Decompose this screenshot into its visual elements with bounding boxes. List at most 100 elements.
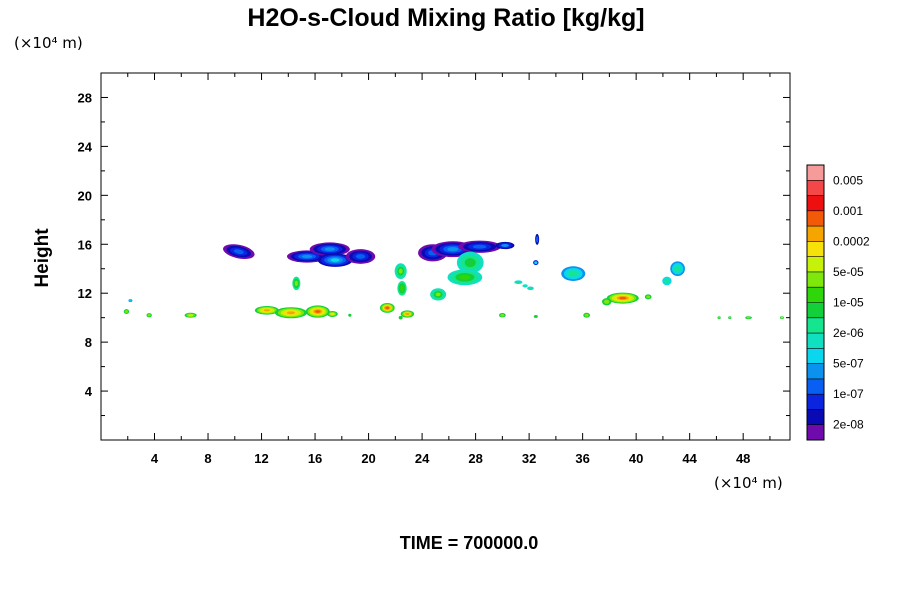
cell-32-6 <box>533 260 539 266</box>
cell-43-layer <box>675 266 680 272</box>
colorbar-swatch <box>807 317 824 334</box>
x-tick-label: 36 <box>575 451 589 466</box>
x-tick-label: 20 <box>361 451 375 466</box>
x-tick-label: 40 <box>629 451 643 466</box>
dot-31a <box>514 280 523 285</box>
colorbar-swatch <box>807 226 824 242</box>
cell-35-layer <box>569 271 578 276</box>
y-tick-label: 12 <box>78 286 92 301</box>
cloud-19-layer <box>355 254 366 259</box>
drop-3 <box>146 313 152 318</box>
cell-32-7-layer <box>535 236 539 243</box>
colorbar-swatch <box>807 195 824 212</box>
x-axis-unit: (×10⁴ m) <box>714 474 783 492</box>
time-label: TIME = 700000.0 <box>400 533 539 553</box>
y-tick-label: 16 <box>78 237 92 252</box>
drop-48 <box>745 316 752 320</box>
cell-22-base-layer <box>400 285 404 292</box>
y-tick-label: 8 <box>85 335 92 350</box>
cloud-10-layer <box>233 249 244 254</box>
drop-6-layer <box>188 314 194 317</box>
cell-22-top <box>394 263 407 280</box>
drop-2a-layer <box>124 310 128 313</box>
colorbar-swatch <box>807 287 824 303</box>
drop-46a-layer <box>718 316 721 319</box>
column-28-top-layer <box>464 258 476 268</box>
lower-41 <box>644 294 652 300</box>
lower-23 <box>400 310 415 318</box>
plot-area <box>123 233 784 320</box>
drop-48-layer <box>746 316 751 319</box>
lower-21-layer <box>385 306 390 310</box>
cell-32-7 <box>535 233 540 245</box>
drop-3-layer <box>147 314 151 317</box>
drop-32-layer <box>533 314 538 318</box>
drop-46b-layer <box>728 316 731 319</box>
y-tick-label: 24 <box>78 139 93 154</box>
drop-2a <box>123 309 130 314</box>
lower-38 <box>602 298 612 306</box>
x-tick-label: 4 <box>151 451 159 466</box>
cloud-15a-layer <box>301 254 313 259</box>
drop-36-layer <box>584 313 589 317</box>
colorbar: 0.005 0.001 0.0002 5e-05 1e-05 2e-06 5e-07 1e-0… <box>806 164 870 441</box>
y-tick-label: 4 <box>85 384 93 399</box>
lower-16-layer <box>315 310 321 313</box>
x-tick-label: 16 <box>308 451 322 466</box>
cloud-10 <box>223 244 255 259</box>
drop-30-layer <box>500 313 505 317</box>
drop-2b <box>128 299 133 303</box>
dot-32a-layer <box>528 287 533 290</box>
cloud-30 <box>495 241 515 250</box>
cloud-28a <box>458 240 502 253</box>
lower-16 <box>305 305 330 318</box>
lower-38-layer <box>603 299 610 304</box>
colorbar-label: 2e-08 <box>833 418 864 432</box>
cloud-16-layer <box>324 247 335 251</box>
colorbar-swatch <box>807 333 824 349</box>
y-tick-label: 20 <box>78 188 92 203</box>
drop-36 <box>583 312 590 318</box>
colorbar-swatch <box>807 210 824 227</box>
column-28-base-layer <box>459 274 471 280</box>
colorbar-swatch <box>807 394 824 410</box>
drop-32 <box>533 314 538 318</box>
x-tick-label: 12 <box>254 451 268 466</box>
cell-32-6-layer <box>534 261 538 265</box>
colorbar-swatch <box>807 424 824 441</box>
cloud-30-layer <box>501 243 509 248</box>
x-tick-label: 8 <box>204 451 211 466</box>
colorbar-swatch <box>807 409 824 426</box>
drop-2b-layer <box>129 299 132 302</box>
lower-23-layer <box>405 312 410 316</box>
cell-42-layer <box>664 279 669 283</box>
colorbar-label: 5e-07 <box>833 357 864 371</box>
colorbar-label: 0.005 <box>833 173 863 187</box>
cloud-17b <box>317 253 353 267</box>
lower-14 <box>274 307 308 319</box>
lower-21 <box>379 302 395 313</box>
colorbar-swatch <box>807 302 824 319</box>
x-tick-label: 48 <box>736 451 750 466</box>
dot-32a <box>527 286 534 291</box>
cloud-19 <box>345 249 376 264</box>
colorbar-label: 2e-06 <box>833 326 864 340</box>
cell-35 <box>561 266 586 281</box>
drop-18-layer <box>348 313 352 317</box>
lower-12 <box>254 306 279 315</box>
y-tick-label: 28 <box>78 90 92 105</box>
colorbar-label: 5e-05 <box>833 265 864 279</box>
colorbar-swatch <box>807 165 824 181</box>
lower-17 <box>327 310 338 318</box>
colorbar-swatch <box>807 180 824 197</box>
dot-31a-layer <box>516 281 521 284</box>
colorbar-label: 1e-07 <box>833 387 864 401</box>
cell-14 <box>292 276 301 291</box>
drop-51 <box>779 316 784 320</box>
chart-title: H2O-s-Cloud Mixing Ratio [kg/kg] <box>247 4 644 32</box>
cell-22-top-layer <box>398 268 403 274</box>
colorbar-swatch <box>807 256 824 273</box>
y-axis-label: Height <box>32 228 53 288</box>
lower-39-layer <box>619 296 627 300</box>
